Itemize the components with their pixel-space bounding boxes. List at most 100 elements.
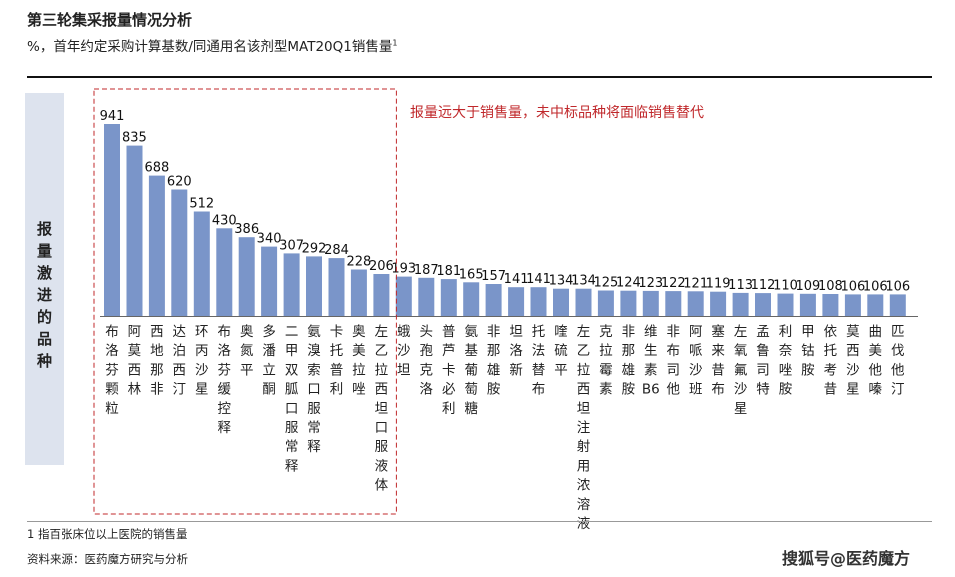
- bar: [687, 291, 704, 316]
- data-label: 134: [549, 274, 574, 289]
- data-label: 125: [593, 276, 618, 291]
- bar: [350, 269, 367, 316]
- bar: [328, 258, 345, 316]
- data-label: 157: [481, 269, 506, 284]
- data-label: 110: [773, 279, 798, 294]
- bar: [620, 290, 637, 316]
- x-tick-label: 阿莫西林: [128, 324, 142, 398]
- bar: [732, 292, 749, 316]
- bar: [665, 291, 682, 316]
- data-label: 941: [100, 109, 125, 124]
- x-tick-label: 孟鲁司特: [756, 324, 770, 398]
- data-label: 106: [863, 279, 888, 294]
- subtitle-footnote-mark: 1: [392, 38, 398, 48]
- bar: [575, 288, 592, 316]
- x-tick-label: 非那雄胺: [622, 324, 636, 398]
- data-label: 123: [638, 276, 663, 291]
- title-divider: [27, 76, 932, 78]
- side-label-box: [25, 93, 64, 465]
- data-label: 134: [571, 274, 596, 289]
- bar: [799, 293, 816, 316]
- side-label-char: 的: [36, 308, 52, 326]
- chart-title: 第三轮集采报量情况分析: [27, 11, 193, 29]
- data-label: 835: [122, 131, 147, 146]
- data-label: 109: [795, 279, 820, 294]
- bar: [755, 293, 771, 316]
- data-label: 307: [279, 238, 304, 253]
- bar: [822, 294, 839, 316]
- chart-subtitle: %，首年约定采购计算基数/同通用名该剂型MAT20Q1销售量1: [27, 35, 398, 56]
- data-label: 141: [526, 272, 551, 287]
- x-tick-label: 西地那非: [150, 324, 164, 398]
- bar: [171, 189, 188, 316]
- x-tick-label: 曲美他嗪: [869, 324, 883, 398]
- bar: [440, 279, 457, 316]
- data-label: 386: [234, 222, 259, 237]
- highlight-box: [93, 88, 397, 515]
- bar: [867, 294, 884, 316]
- footnote: 1 指百张床位以上医院的销售量: [27, 527, 188, 541]
- x-tick-label: 维生素 B6: [642, 324, 660, 398]
- bar: [148, 175, 165, 316]
- source-note: 资料来源：医药魔方研究与分析: [27, 552, 188, 566]
- x-tick-label: 布洛芬缓控释: [218, 324, 232, 436]
- side-label-char: 品: [36, 330, 52, 348]
- data-label: 284: [324, 243, 349, 258]
- x-tick-label: 托法替布: [532, 324, 546, 398]
- bar: [844, 294, 861, 316]
- bar: [463, 282, 480, 316]
- data-label: 141: [504, 272, 529, 287]
- data-label: 228: [346, 255, 371, 270]
- x-tick-label: 坦洛新: [509, 324, 523, 378]
- bar: [395, 276, 412, 316]
- side-label-char: 量: [36, 242, 52, 260]
- bar: [373, 274, 390, 316]
- x-tick-label: 喹硫平: [554, 324, 568, 378]
- footer-divider: [27, 521, 932, 522]
- x-tick-label: 多潘立酮: [262, 323, 276, 398]
- x-tick-label: 左乙拉西坦口服液体: [375, 324, 389, 494]
- data-label: 112: [751, 278, 776, 293]
- x-tick-label: 奥美拉唑: [352, 323, 366, 398]
- bar: [104, 124, 120, 316]
- bar: [306, 256, 322, 316]
- x-tick-label: 奥氮平: [240, 323, 254, 378]
- data-label: 181: [436, 264, 461, 279]
- x-tick-label: 布洛芬颗粒: [105, 324, 119, 417]
- x-tick-label: 莫西沙星: [846, 324, 860, 398]
- data-label: 108: [818, 279, 843, 294]
- x-tick-label: 卡托普利: [330, 324, 344, 398]
- data-label: 340: [257, 232, 282, 247]
- data-label: 193: [391, 262, 416, 277]
- bar: [642, 290, 659, 316]
- data-label: 620: [167, 175, 192, 190]
- bar: [889, 294, 906, 316]
- x-tick-label: 头孢克洛: [420, 324, 434, 398]
- bar: [710, 291, 727, 316]
- x-tick-label: 阿哌沙班: [689, 324, 703, 398]
- side-label-char: 进: [36, 286, 52, 304]
- side-label-char: 报: [36, 220, 52, 238]
- x-tick-label: 氨基葡萄糖: [464, 324, 478, 417]
- bar: [777, 293, 794, 316]
- x-tick-label: 蛾沙坦: [397, 324, 411, 378]
- x-tick-label: 左氧氟沙星: [734, 324, 748, 417]
- side-label-char: 激: [36, 264, 52, 282]
- bar: [530, 287, 547, 316]
- x-tick-label: 左乙拉西坦注射用浓溶液: [577, 324, 591, 532]
- data-label: 122: [661, 276, 686, 291]
- bar: [283, 253, 300, 316]
- side-label-char: 种: [36, 352, 52, 370]
- callout-annotation: 报量远大于销售量，未中标品种将面临销售替代: [410, 105, 704, 121]
- x-tick-label: 匹伐他汀: [891, 324, 905, 398]
- x-tick-label: 甲钴胺: [801, 324, 815, 378]
- x-tick-label: 环丙沙星: [195, 324, 209, 398]
- x-tick-label: 依托考昔: [824, 324, 838, 398]
- data-label: 124: [616, 276, 641, 291]
- x-tick-label: 普芦卡必利: [442, 324, 456, 417]
- data-label: 106: [885, 279, 910, 294]
- bar: [418, 277, 435, 316]
- data-label: 113: [728, 278, 753, 293]
- data-label: 292: [302, 241, 327, 256]
